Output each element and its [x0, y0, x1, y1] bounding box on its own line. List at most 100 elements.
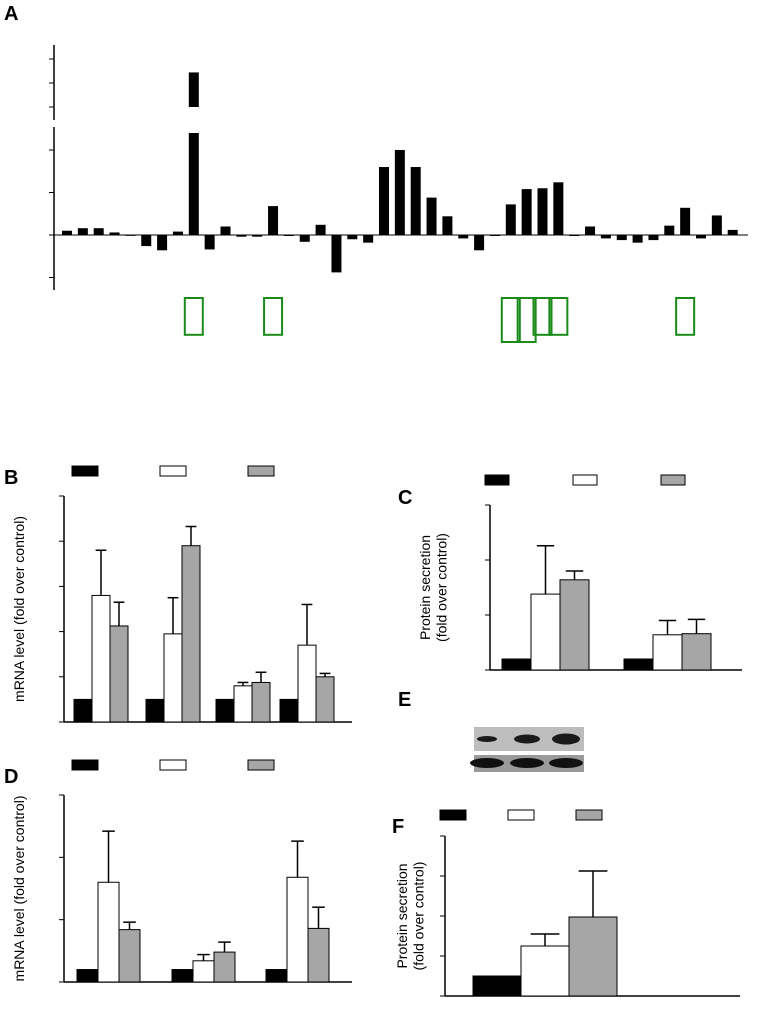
bar — [521, 189, 532, 235]
bar — [489, 235, 500, 236]
bar — [623, 658, 654, 671]
bar — [442, 216, 453, 235]
bar — [410, 167, 421, 235]
bar — [141, 235, 152, 247]
bar — [77, 228, 88, 235]
legend-swatch — [159, 465, 187, 477]
panel-f-chart: Protein secretion(fold over control) — [394, 809, 740, 997]
highlight-box — [263, 297, 284, 336]
legend-swatch — [159, 759, 187, 771]
panel-label-b: B — [4, 467, 18, 489]
bar — [109, 625, 129, 723]
bar — [648, 235, 659, 241]
bar — [297, 644, 317, 723]
bar — [109, 232, 120, 235]
bar — [585, 226, 596, 235]
bar — [268, 206, 279, 235]
bar — [711, 215, 722, 235]
legend-swatch — [575, 809, 603, 821]
legend-swatch — [484, 474, 510, 486]
panel-label-f: F — [392, 816, 404, 838]
panel-label-c: C — [398, 487, 412, 509]
bar — [220, 226, 231, 235]
highlight-box — [675, 297, 696, 336]
bar — [213, 951, 236, 983]
bar — [472, 975, 522, 997]
bar — [458, 235, 469, 239]
bar — [171, 969, 194, 983]
bar — [537, 188, 548, 235]
legend-swatch — [507, 809, 535, 821]
bar — [286, 876, 309, 983]
bar — [568, 916, 618, 997]
band-hsp — [549, 758, 583, 768]
bar — [192, 960, 215, 983]
legend-swatch — [572, 474, 598, 486]
bar — [62, 230, 72, 235]
band-ccl5 — [477, 736, 497, 742]
bar — [315, 224, 326, 235]
panel-label-a: A — [4, 3, 18, 25]
band-hsp — [470, 758, 504, 768]
bar — [252, 235, 263, 237]
highlight-box — [516, 297, 537, 343]
bar — [91, 594, 111, 723]
bar — [251, 681, 271, 723]
bar — [501, 658, 532, 671]
bar — [145, 698, 165, 723]
bar — [188, 133, 199, 235]
bar — [163, 633, 183, 723]
legend-swatch — [71, 465, 99, 477]
bar — [727, 229, 738, 235]
bar — [632, 235, 643, 243]
legend-swatch — [71, 759, 99, 771]
bar — [394, 150, 405, 235]
bar — [283, 235, 294, 236]
bar — [236, 235, 247, 237]
bar — [520, 945, 570, 997]
band-ccl5 — [552, 733, 580, 745]
bar — [379, 167, 389, 235]
panel-a-chart — [49, 45, 748, 343]
bar — [93, 228, 104, 235]
bar — [347, 235, 358, 240]
bar — [215, 698, 235, 723]
bar — [204, 235, 215, 250]
y-axis-title: Protein secretion(fold over control) — [417, 533, 450, 642]
panel-d-chart: mRNA level (fold over control) — [11, 759, 352, 983]
bar — [172, 231, 183, 235]
bar — [76, 969, 99, 983]
bar — [125, 235, 136, 236]
band-ccl5 — [514, 734, 540, 744]
bar — [279, 698, 299, 723]
bar — [73, 698, 93, 723]
bar — [233, 685, 253, 723]
y-axis-title: mRNA level (fold over control) — [11, 796, 27, 982]
bar — [181, 545, 201, 723]
bar — [664, 225, 675, 235]
bar — [157, 235, 168, 251]
panel-label-e: E — [398, 689, 411, 711]
legend-swatch — [660, 474, 686, 486]
bar — [188, 72, 199, 107]
bar — [569, 235, 580, 236]
bar — [505, 204, 516, 235]
y-axis-title: Protein secretion(fold over control) — [394, 862, 427, 971]
highlight-box — [183, 297, 204, 336]
bar — [299, 235, 310, 242]
legend-swatch — [247, 759, 275, 771]
panel-label-d: D — [4, 766, 18, 788]
bar — [265, 969, 288, 983]
bar — [97, 881, 120, 983]
panel-e-western-blot — [470, 727, 584, 772]
y-axis-title: mRNA level (fold over control) — [11, 516, 27, 702]
bar — [307, 927, 330, 983]
bar — [553, 182, 564, 235]
bar — [600, 235, 611, 239]
legend-swatch — [247, 465, 275, 477]
bar — [426, 197, 437, 235]
bar — [652, 634, 683, 671]
highlight-box — [500, 297, 521, 343]
bar — [616, 235, 627, 241]
